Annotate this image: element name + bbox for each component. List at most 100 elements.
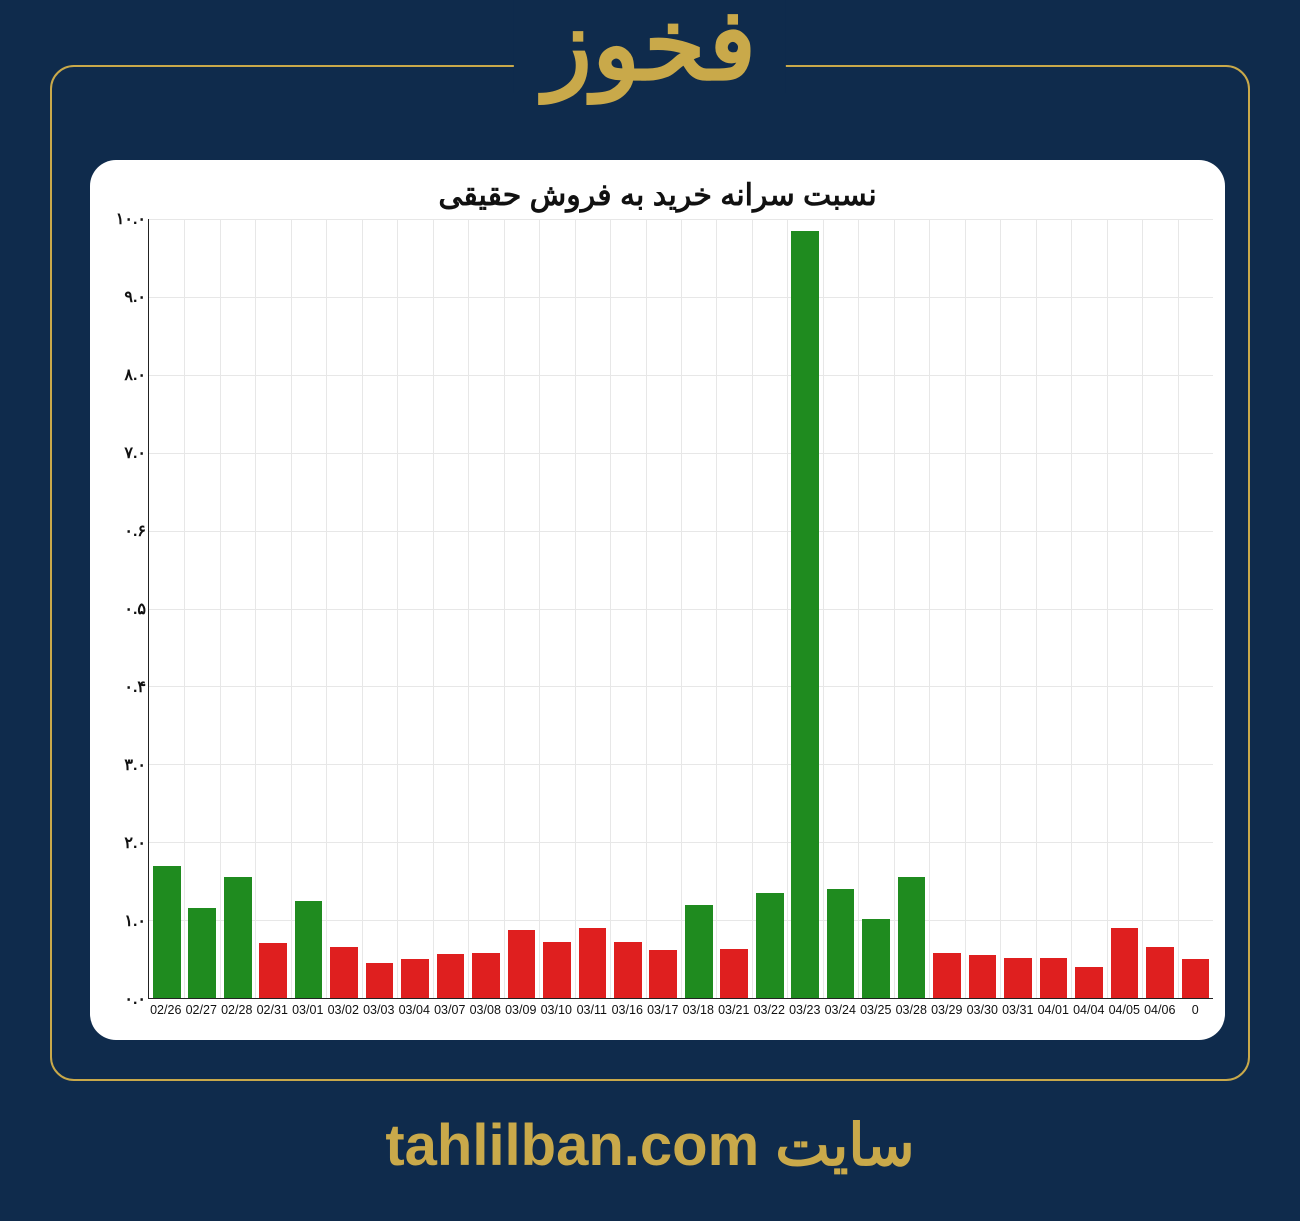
footer-site-word: سایت [775,1113,914,1178]
x-tick-label: 03/01 [290,999,326,1029]
bar-slot [539,219,574,998]
bar [153,866,181,998]
bar [1146,947,1174,998]
bar [437,954,465,998]
bar-slot [610,219,645,998]
bar-slot [1071,219,1106,998]
x-tick-label: 03/18 [681,999,717,1029]
bar [401,959,429,998]
y-tick-label: ۴.٠ [124,677,146,697]
x-tick-label: 03/10 [539,999,575,1029]
bar [1182,959,1210,998]
x-tick-label: 02/27 [184,999,220,1029]
bar [685,905,713,998]
bar [188,908,216,998]
bar-slot [752,219,787,998]
bar [295,901,323,998]
x-tick-label: 03/31 [1000,999,1036,1029]
x-tick-label: 03/30 [965,999,1001,1029]
x-tick-label: 03/23 [787,999,823,1029]
bar [614,942,642,998]
bar-slot [858,219,893,998]
bar [933,953,961,998]
y-tick-label: ٨.٠ [124,365,146,385]
bar-slot [965,219,1000,998]
bar [1040,958,1068,999]
y-tick-label: ٠.٠ [124,989,146,1009]
bar [472,953,500,998]
bar-slot [362,219,397,998]
bar [827,889,855,998]
bar [259,943,287,998]
x-tick-label: 03/25 [858,999,894,1029]
bar-slot [149,219,184,998]
x-tick-label: 04/04 [1071,999,1107,1029]
y-tick-label: ٢.٠ [124,833,146,853]
bar-slot [291,219,326,998]
bar [969,955,997,998]
bar-slot [1107,219,1142,998]
bar [720,949,748,998]
bar [649,950,677,998]
bar [366,963,394,998]
bar-slot [1142,219,1177,998]
x-tick-label: 03/03 [361,999,397,1029]
bar-slot [575,219,610,998]
x-tick-label: 02/26 [148,999,184,1029]
header-title: فخوز [514,0,786,93]
x-tick-label: 03/04 [397,999,433,1029]
bar [1004,958,1032,999]
x-axis: 02/2602/2702/2802/3103/0103/0203/0303/04… [148,999,1213,1029]
x-tick-label: 03/08 [468,999,504,1029]
y-axis: ٠.٠١.٠٢.٠٣.٠۴.٠۵.٠۶.٠٧.٠٨.٠٩.٠١٠.٠ [100,219,148,999]
bar-slot [220,219,255,998]
x-tick-label: 03/17 [645,999,681,1029]
bar-slot [184,219,219,998]
bar-slot [504,219,539,998]
bar [1111,928,1139,998]
bar-slot [326,219,361,998]
x-tick-label: 02/31 [255,999,291,1029]
bar [543,942,571,998]
y-tick-label: ۵.٠ [124,599,146,619]
x-tick-label: 03/28 [894,999,930,1029]
footer-domain: tahlilban.com [385,1113,759,1178]
bar-slot [681,219,716,998]
bar [756,893,784,998]
x-tick-label: 03/11 [574,999,610,1029]
chart-card: نسبت سرانه خرید به فروش حقیقی ٠.٠ ١.٠ ٢.٠ ٣… [90,160,1225,1040]
bar [508,930,536,998]
bar-slot [255,219,290,998]
x-tick-label: 03/02 [326,999,362,1029]
bar-slot [1036,219,1071,998]
chart-plot: ٠.٠١.٠٢.٠٣.٠۴.٠۵.٠۶.٠٧.٠٨.٠٩.٠١٠.٠ 02/26… [100,219,1215,1029]
y-tick-label: ۶.٠ [124,521,146,541]
bar [330,947,358,998]
footer: سایت tahlilban.com [0,1111,1300,1179]
y-tick-label: ٣.٠ [124,755,146,775]
bar-slot [823,219,858,998]
bar [224,877,252,998]
x-tick-label: 03/16 [610,999,646,1029]
y-tick-label: ١٠.٠ [116,209,146,229]
bar [1075,967,1103,998]
bar-slot [468,219,503,998]
bar-slot [397,219,432,998]
x-tick-label: 04/06 [1142,999,1178,1029]
chart-title: نسبت سرانه خرید به فروش حقیقی [100,178,1215,213]
x-tick-label: 02/28 [219,999,255,1029]
bars-container [149,219,1213,998]
x-tick-label: 03/09 [503,999,539,1029]
x-tick-label: 03/24 [823,999,859,1029]
bar [898,877,926,998]
x-tick-label: 03/22 [752,999,788,1029]
x-tick-label: 03/07 [432,999,468,1029]
y-tick-label: ٩.٠ [124,287,146,307]
bar [579,928,607,998]
bar [791,231,819,998]
y-tick-label: ١.٠ [124,911,146,931]
bar-slot [787,219,822,998]
bar-slot [929,219,964,998]
bar-slot [433,219,468,998]
bar-slot [894,219,929,998]
